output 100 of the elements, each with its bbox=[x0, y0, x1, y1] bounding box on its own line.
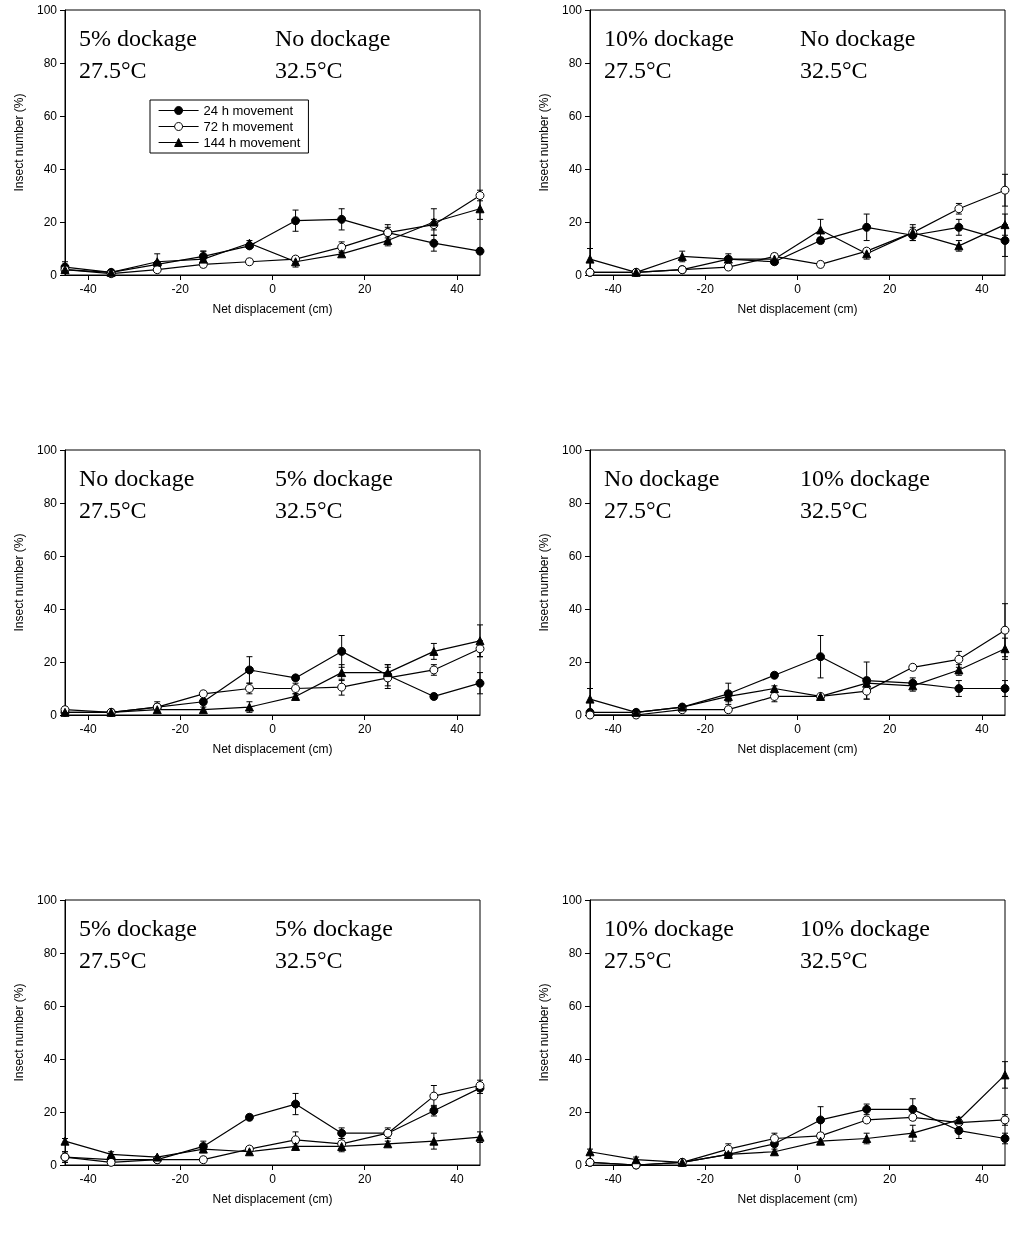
annotation: 32.5°C bbox=[275, 497, 343, 523]
annotation: 10% dockage bbox=[604, 915, 734, 941]
y-tick-label: 100 bbox=[36, 3, 58, 17]
y-tick-label: 80 bbox=[568, 946, 583, 960]
x-tick-label: -20 bbox=[696, 282, 715, 296]
annotation: 27.5°C bbox=[604, 947, 672, 973]
y-tick-label: 20 bbox=[43, 655, 58, 669]
x-tick-label: -40 bbox=[79, 1172, 98, 1186]
x-tick-label: -20 bbox=[696, 1172, 715, 1186]
y-tick-label: 100 bbox=[561, 443, 583, 457]
y-axis-title: Insect number (%) bbox=[537, 983, 551, 1082]
annotation: 27.5°C bbox=[604, 497, 672, 523]
annotation: 10% dockage bbox=[800, 465, 930, 491]
y-tick-label: 100 bbox=[36, 893, 58, 907]
y-axis-title: Insect number (%) bbox=[12, 983, 26, 1082]
y-tick-label: 80 bbox=[43, 946, 58, 960]
x-tick-label: 20 bbox=[883, 1172, 897, 1186]
annotation: 27.5°C bbox=[604, 57, 672, 83]
x-tick-label: -20 bbox=[171, 1172, 190, 1186]
x-tick-label: 0 bbox=[269, 282, 277, 296]
y-tick-label: 100 bbox=[561, 3, 583, 17]
y-tick-label: 20 bbox=[43, 215, 58, 229]
y-tick-label: 60 bbox=[43, 999, 58, 1013]
annotation: 32.5°C bbox=[800, 57, 868, 83]
x-tick-label: -20 bbox=[696, 722, 715, 736]
y-tick-label: 100 bbox=[36, 443, 58, 457]
x-tick-label: 40 bbox=[450, 282, 464, 296]
y-tick-label: 40 bbox=[43, 162, 58, 176]
x-axis-title: Net displacement (cm) bbox=[737, 302, 858, 316]
annotation: 27.5°C bbox=[79, 57, 147, 83]
legend-label: 24 h movement bbox=[203, 103, 294, 118]
y-axis-title: Insect number (%) bbox=[12, 533, 26, 632]
annotation: 32.5°C bbox=[275, 57, 343, 83]
annotation: 10% dockage bbox=[604, 25, 734, 51]
annotation: 27.5°C bbox=[79, 947, 147, 973]
x-tick-label: -40 bbox=[79, 282, 98, 296]
x-tick-label: 20 bbox=[883, 282, 897, 296]
y-tick-label: 20 bbox=[568, 655, 583, 669]
legend-label: 72 h movement bbox=[203, 119, 294, 134]
x-axis-title: Net displacement (cm) bbox=[212, 302, 333, 316]
x-tick-label: 40 bbox=[975, 1172, 989, 1186]
annotation: No dockage bbox=[79, 465, 195, 491]
y-tick-label: 60 bbox=[568, 999, 583, 1013]
x-tick-label: 0 bbox=[794, 282, 802, 296]
y-tick-label: 60 bbox=[568, 549, 583, 563]
x-tick-label: 0 bbox=[269, 722, 277, 736]
annotation: 27.5°C bbox=[79, 497, 147, 523]
y-tick-label: 60 bbox=[43, 109, 58, 123]
y-tick-label: 20 bbox=[568, 1105, 583, 1119]
x-tick-label: 40 bbox=[450, 722, 464, 736]
y-tick-label: 40 bbox=[568, 162, 583, 176]
x-axis-title: Net displacement (cm) bbox=[212, 742, 333, 756]
y-tick-label: 60 bbox=[43, 549, 58, 563]
y-axis-title: Insect number (%) bbox=[537, 533, 551, 632]
x-tick-label: 0 bbox=[794, 722, 802, 736]
y-tick-label: 40 bbox=[43, 602, 58, 616]
x-tick-label: -20 bbox=[171, 722, 190, 736]
annotation: 5% dockage bbox=[275, 915, 393, 941]
x-tick-label: 0 bbox=[794, 1172, 802, 1186]
y-tick-label: 80 bbox=[43, 496, 58, 510]
y-tick-label: 0 bbox=[575, 268, 583, 282]
annotation: 10% dockage bbox=[800, 915, 930, 941]
y-tick-label: 20 bbox=[568, 215, 583, 229]
y-tick-label: 0 bbox=[50, 268, 58, 282]
x-tick-label: 20 bbox=[358, 282, 372, 296]
annotation: No dockage bbox=[800, 25, 916, 51]
y-tick-label: 100 bbox=[561, 893, 583, 907]
y-tick-label: 40 bbox=[43, 1052, 58, 1066]
x-tick-label: 40 bbox=[450, 1172, 464, 1186]
y-tick-label: 0 bbox=[575, 1158, 583, 1172]
annotation: 32.5°C bbox=[800, 947, 868, 973]
y-tick-label: 80 bbox=[568, 496, 583, 510]
annotation: 5% dockage bbox=[79, 25, 197, 51]
y-tick-label: 80 bbox=[43, 56, 58, 70]
legend-label: 144 h movement bbox=[203, 135, 301, 150]
x-tick-label: 40 bbox=[975, 282, 989, 296]
y-tick-label: 80 bbox=[568, 56, 583, 70]
y-axis-title: Insect number (%) bbox=[537, 93, 551, 192]
x-tick-label: -40 bbox=[604, 722, 623, 736]
y-tick-label: 40 bbox=[568, 602, 583, 616]
annotation: 32.5°C bbox=[800, 497, 868, 523]
annotation: No dockage bbox=[604, 465, 720, 491]
x-tick-label: -20 bbox=[171, 282, 190, 296]
y-axis-title: Insect number (%) bbox=[12, 93, 26, 192]
x-tick-label: 20 bbox=[358, 1172, 372, 1186]
y-tick-label: 0 bbox=[50, 1158, 58, 1172]
annotation: 5% dockage bbox=[79, 915, 197, 941]
annotation: 5% dockage bbox=[275, 465, 393, 491]
y-tick-label: 60 bbox=[568, 109, 583, 123]
x-tick-label: 40 bbox=[975, 722, 989, 736]
y-tick-label: 0 bbox=[50, 708, 58, 722]
x-axis-title: Net displacement (cm) bbox=[737, 1192, 858, 1206]
x-tick-label: -40 bbox=[604, 282, 623, 296]
x-tick-label: -40 bbox=[79, 722, 98, 736]
annotation: 32.5°C bbox=[275, 947, 343, 973]
x-axis-title: Net displacement (cm) bbox=[737, 742, 858, 756]
x-axis-title: Net displacement (cm) bbox=[212, 1192, 333, 1206]
y-tick-label: 40 bbox=[568, 1052, 583, 1066]
y-tick-label: 0 bbox=[575, 708, 583, 722]
x-tick-label: 20 bbox=[883, 722, 897, 736]
